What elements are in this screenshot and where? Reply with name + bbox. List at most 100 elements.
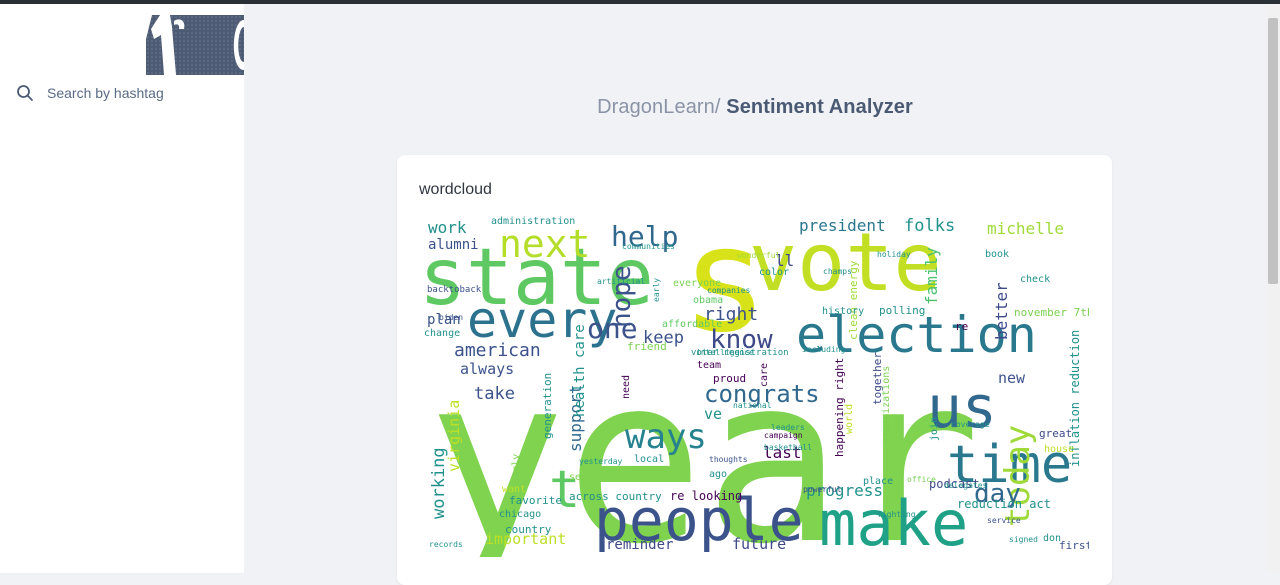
wordcloud-word: artificial bbox=[597, 277, 645, 286]
wordcloud-word: november 7th bbox=[1014, 306, 1089, 319]
wordcloud-word: support bbox=[566, 385, 585, 452]
wordcloud-word: new bbox=[998, 369, 1026, 387]
wordcloud-word: s bbox=[681, 212, 768, 365]
wordcloud-word: t bbox=[549, 460, 580, 520]
page-scrollbar[interactable] bbox=[1266, 4, 1280, 573]
wordcloud-word: everyone bbox=[673, 278, 721, 289]
wordcloud-word: yesterday bbox=[579, 457, 623, 466]
wordcloud-word: signed bbox=[1009, 535, 1038, 544]
wordcloud-word: care bbox=[759, 363, 770, 387]
wordcloud-word: hope bbox=[607, 265, 637, 328]
wordcloud-word: country bbox=[505, 523, 552, 536]
wordcloud-word: administration bbox=[491, 216, 575, 227]
wordcloud-word: alumni bbox=[428, 237, 479, 253]
wordcloud-word: want bbox=[502, 484, 526, 495]
wordcloud-word: progress bbox=[806, 481, 883, 500]
wordcloud-word: book bbox=[985, 249, 1009, 260]
wordcloud-word: campaign bbox=[764, 431, 803, 440]
wordcloud-word: check bbox=[1020, 274, 1050, 285]
wordcloud-word: election bbox=[796, 306, 1037, 364]
wordcloud-word: color bbox=[759, 267, 789, 278]
wordcloud-word: every bbox=[467, 291, 618, 349]
wordcloud-word: biden bbox=[439, 313, 463, 322]
wordcloud-word: first bbox=[1059, 539, 1089, 552]
wordcloud-word: always bbox=[460, 360, 514, 378]
window-top-bar bbox=[0, 0, 1280, 4]
wordcloud-word: favorite bbox=[509, 494, 562, 507]
sidebar bbox=[0, 4, 244, 573]
wordcloud-word: early bbox=[652, 278, 661, 302]
wordcloud-word: leaders bbox=[771, 423, 805, 432]
page-title: DragonLearn/ Sentiment Analyzer bbox=[244, 96, 1266, 119]
wordcloud-word: need bbox=[621, 375, 632, 399]
wordcloud-word: work bbox=[428, 218, 467, 237]
wordcloud-word: folks bbox=[904, 216, 955, 236]
search-box[interactable] bbox=[16, 84, 219, 102]
wordcloud-word: year bbox=[427, 328, 981, 557]
logo bbox=[146, 15, 244, 75]
search-icon bbox=[17, 85, 33, 101]
wordcloud-word: future bbox=[732, 535, 786, 553]
search-input[interactable] bbox=[45, 84, 219, 102]
wordcloud-word: don bbox=[1043, 533, 1061, 544]
wordcloud-word: holiday bbox=[877, 250, 911, 259]
wordcloud-word: right bbox=[704, 304, 758, 325]
wordcloud-word: polling bbox=[879, 304, 925, 317]
wordcloud-word: time bbox=[947, 435, 1072, 495]
wordcloud-word: american bbox=[454, 340, 541, 361]
wordcloud-word: re looking bbox=[670, 489, 742, 503]
wordcloud-word: take bbox=[474, 384, 515, 404]
wordcloud-word: fighting bbox=[877, 510, 916, 519]
wordcloud-word: history bbox=[822, 306, 864, 317]
wordcloud-word: place bbox=[863, 476, 893, 487]
wordcloud-word: next bbox=[499, 222, 591, 266]
wordcloud-word: including bbox=[802, 345, 846, 354]
wordcloud-word: change bbox=[424, 328, 460, 339]
wordcloud-word: keep bbox=[643, 328, 684, 348]
wordcloud-word: state bbox=[419, 233, 654, 323]
wordcloud-word: voter registration bbox=[691, 348, 789, 358]
wordcloud-word: ll bbox=[775, 251, 794, 270]
wordcloud-word: last bbox=[763, 443, 802, 462]
wordcloud-word: help bbox=[611, 220, 678, 253]
wordcloud-word: make bbox=[819, 487, 968, 557]
wordcloud-word: thoughts bbox=[709, 455, 748, 464]
wordcloud-word: see bbox=[569, 472, 587, 483]
wordcloud-word: companies bbox=[707, 286, 751, 295]
wordcloud-word: powerful bbox=[803, 485, 842, 494]
wordcloud-word: ve bbox=[704, 405, 722, 423]
wordcloud-word: communities bbox=[622, 242, 675, 251]
wordcloud-word: working bbox=[429, 447, 449, 519]
main-content: DragonLearn/ Sentiment Analyzer wordclou… bbox=[244, 4, 1266, 585]
wordcloud-card: wordcloud year s vote state people make electi… bbox=[397, 155, 1112, 585]
wordcloud-word: better bbox=[992, 282, 1011, 340]
wordcloud-word: national bbox=[733, 401, 772, 410]
wordcloud-word: family bbox=[922, 247, 941, 305]
wordcloud-word: organizations bbox=[881, 366, 892, 444]
wordcloud-word: world bbox=[844, 404, 855, 434]
wordcloud-word: happening right bbox=[833, 358, 846, 457]
wordcloud-word: service bbox=[987, 516, 1021, 525]
wordcloud-word: champs bbox=[823, 267, 852, 276]
wordcloud-word: wonderful bbox=[737, 251, 781, 260]
wordcloud-word: day bbox=[974, 479, 1021, 509]
page-name: Sentiment Analyzer bbox=[726, 96, 913, 118]
wordcloud-word: chicago bbox=[499, 509, 541, 520]
wordcloud-word: ways bbox=[625, 417, 707, 457]
wordcloud-word: reduction act bbox=[957, 497, 1051, 511]
wordcloud-word: great bbox=[1039, 427, 1072, 440]
wordcloud-word: records bbox=[429, 540, 463, 549]
wordcloud-word: plan bbox=[427, 312, 461, 328]
wordcloud-word: early bbox=[511, 454, 522, 484]
brand-label: DragonLearn/ bbox=[597, 96, 721, 118]
wordcloud-word: one bbox=[587, 312, 638, 345]
scrollbar-thumb[interactable] bbox=[1268, 18, 1278, 284]
wordcloud-word: house bbox=[1044, 444, 1074, 455]
card-title: wordcloud bbox=[419, 181, 492, 198]
wordcloud-word: reminder bbox=[606, 537, 673, 553]
wordcloud-word: clean energy bbox=[847, 260, 860, 340]
wordcloud-word: affordable bbox=[662, 319, 722, 330]
wordcloud-word: today bbox=[998, 425, 1038, 527]
wordcloud-word: friend bbox=[627, 340, 667, 353]
